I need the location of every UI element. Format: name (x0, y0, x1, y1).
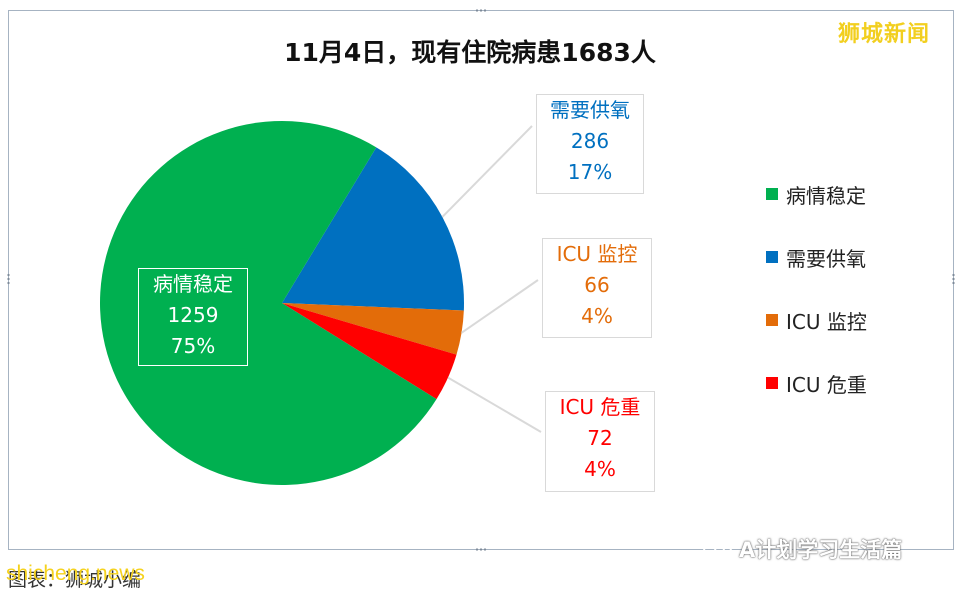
data-label-icu-monitor: ICU 监控 66 4% (542, 238, 652, 338)
resize-handle-left[interactable] (6, 273, 11, 285)
legend-label-oxygen: 需要供氧 (786, 247, 866, 271)
pie-slice-icu-critical[interactable] (282, 303, 457, 400)
legend-swatch-oxygen (766, 251, 778, 263)
pie-slice-stable[interactable] (100, 121, 437, 485)
leader-line-icu-monitor (460, 279, 539, 334)
account-watermark: A计划学习生活篇 (703, 534, 902, 564)
resize-handle-bottom[interactable] (475, 547, 487, 552)
watermark-logo-text: 狮城新闻 (838, 22, 931, 47)
legend-swatch-icu-critical (766, 377, 778, 389)
data-label-stable-name: 病情稳定 (153, 272, 233, 296)
pie-slice-icu-monitor[interactable] (282, 303, 464, 355)
account-watermark-text: A计划学习生活篇 (739, 538, 903, 562)
legend-label-icu-critical: ICU 危重 (786, 373, 867, 397)
resize-handle-top[interactable] (475, 8, 487, 13)
legend-item-icu-critical[interactable]: ICU 危重 (766, 369, 867, 432)
data-label-icu-monitor-value: 66 (584, 273, 610, 297)
leader-line-icu-critical (447, 376, 542, 433)
chart-title: 11月4日，现有住院病患1683人 (284, 38, 656, 67)
data-label-icu-critical-name: ICU 危重 (559, 395, 641, 419)
data-label-icu-monitor-name: ICU 监控 (556, 242, 638, 266)
data-label-icu-critical: ICU 危重 72 4% (545, 391, 655, 492)
legend-swatch-stable (766, 188, 778, 200)
data-label-icu-critical-value: 72 (587, 426, 613, 450)
chart-legend: 病情稳定 需要供氧 ICU 监控 ICU 危重 (766, 180, 867, 432)
pie-slice-oxygen[interactable] (282, 147, 464, 311)
data-label-oxygen-percent: 17% (567, 160, 613, 184)
legend-item-icu-monitor[interactable]: ICU 监控 (766, 306, 867, 369)
data-label-stable-value: 1259 (167, 303, 219, 327)
data-label-oxygen-value: 286 (570, 129, 610, 153)
legend-label-stable: 病情稳定 (786, 184, 866, 208)
data-label-icu-critical-percent: 4% (584, 457, 616, 481)
wechat-icon (703, 539, 732, 559)
data-label-stable-percent: 75% (170, 334, 216, 358)
data-label-icu-monitor-percent: 4% (581, 304, 613, 328)
legend-swatch-icu-monitor (766, 314, 778, 326)
legend-label-icu-monitor: ICU 监控 (786, 310, 867, 334)
data-label-oxygen-name: 需要供氧 (550, 98, 630, 122)
chart-source-caption: 图表：狮城小编 (8, 569, 142, 591)
data-label-oxygen: 需要供氧 286 17% (536, 94, 644, 194)
data-label-stable: 病情稳定 1259 75% (138, 268, 248, 366)
resize-handle-right[interactable] (951, 273, 956, 285)
legend-item-stable[interactable]: 病情稳定 (766, 180, 867, 243)
leader-line-oxygen (441, 125, 533, 218)
site-watermark: shicheng.news (6, 562, 145, 585)
legend-item-oxygen[interactable]: 需要供氧 (766, 243, 867, 306)
